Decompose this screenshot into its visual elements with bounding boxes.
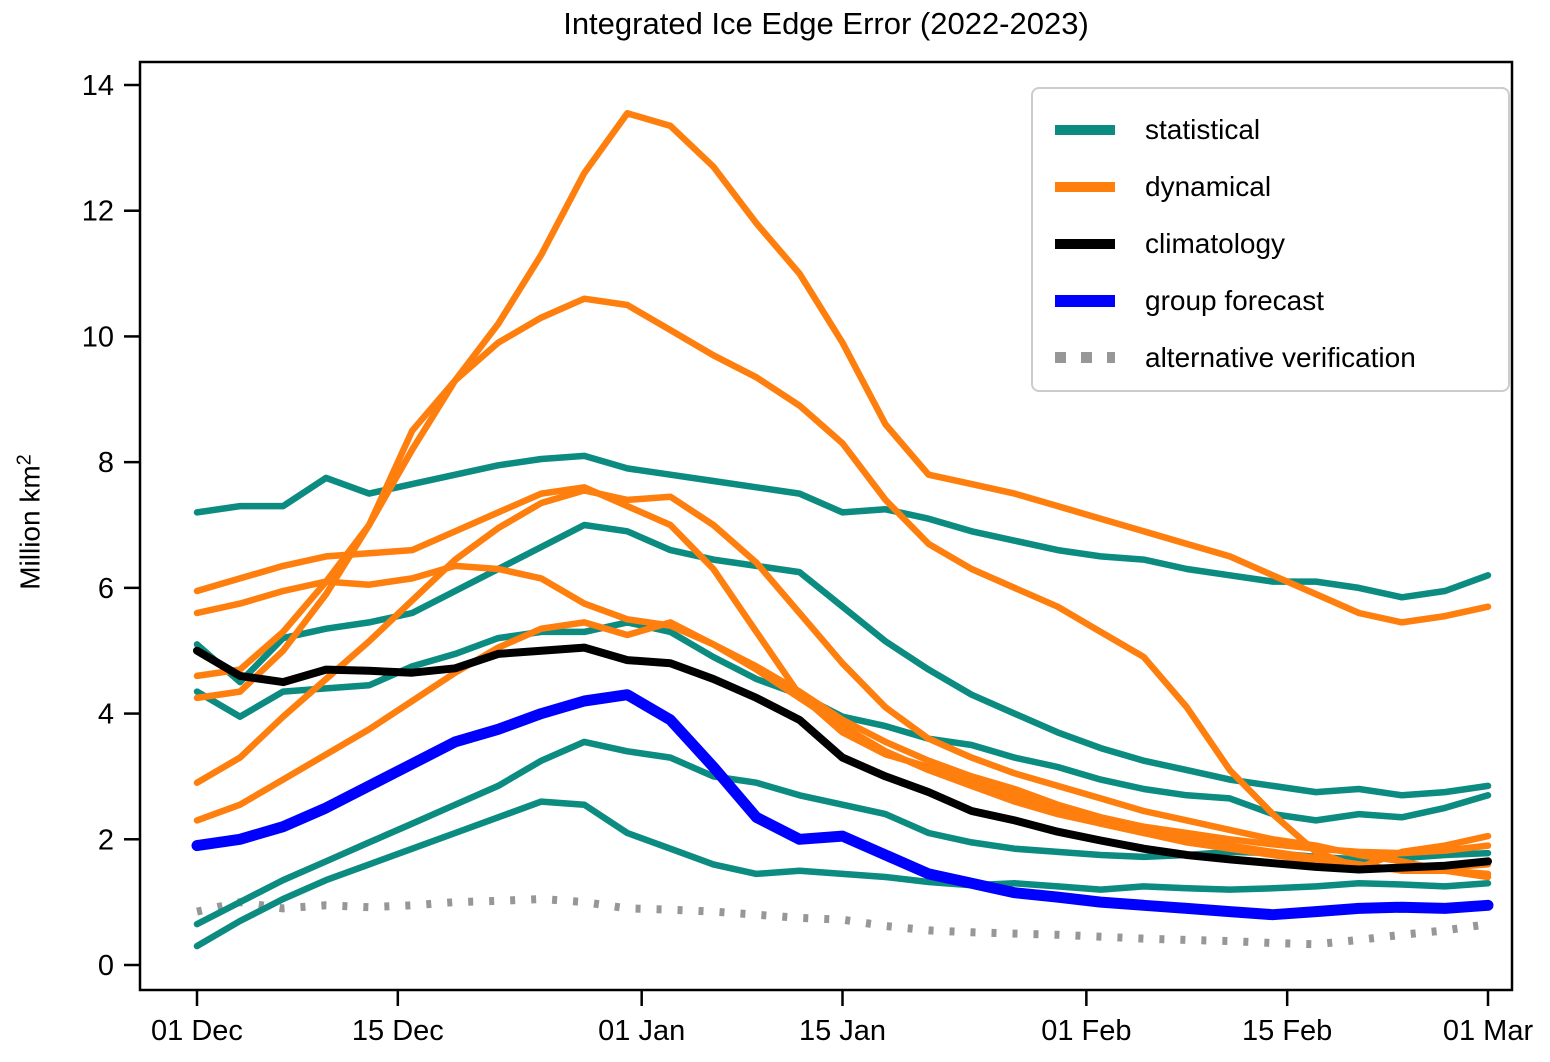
x-tick-label: 15 Feb — [1242, 1015, 1332, 1047]
legend-label: statistical — [1145, 113, 1261, 145]
series-dynamical-4 — [193, 562, 1492, 857]
series-dynamical-5 — [193, 487, 1492, 881]
y-axis-label-text: Million km — [14, 465, 46, 590]
y-tick-label: 4 — [98, 699, 114, 731]
series-statistical-1 — [193, 452, 1492, 601]
statistical-line-swatch-icon — [1055, 124, 1115, 135]
alternative-verification-dotted-swatch-icon — [1055, 352, 1115, 363]
x-tick-label: 15 Dec — [352, 1015, 444, 1047]
dynamical-line-swatch-icon — [1055, 181, 1115, 192]
series-group-forecast — [191, 689, 1494, 921]
y-tick-label: 2 — [98, 824, 114, 856]
series-dynamical-1 — [193, 110, 1492, 680]
y-tick-label: 0 — [98, 950, 114, 982]
legend-label: climatology — [1145, 227, 1286, 259]
x-tick-label: 01 Dec — [151, 1015, 243, 1047]
y-tick-label: 6 — [98, 573, 114, 605]
y-axis-label: Million km2 — [14, 454, 47, 590]
group-forecast-line-swatch-icon — [1055, 294, 1115, 307]
series-alternative-verification — [196, 895, 1489, 949]
series-dynamical-6 — [193, 619, 1492, 873]
legend-item-climatology: climatology — [1033, 215, 1508, 272]
series-climatology — [193, 643, 1492, 874]
legend-item-group-forecast: group forecast — [1033, 272, 1508, 329]
legend-label: group forecast — [1145, 284, 1324, 316]
x-tick-label: 01 Jan — [598, 1015, 685, 1047]
legend-label: dynamical — [1145, 170, 1272, 202]
x-tick-label: 01 Mar — [1443, 1015, 1534, 1047]
legend-label: alternative verification — [1145, 341, 1416, 373]
legend-item-dynamical: dynamical — [1033, 158, 1508, 215]
plot-border — [138, 60, 1514, 992]
x-tick-label: 15 Jan — [799, 1015, 886, 1047]
y-tick-label: 8 — [98, 447, 114, 479]
series-statistical-5 — [193, 798, 1492, 950]
legend: statistical dynamical climatology group … — [1031, 87, 1510, 392]
x-tick-label: 01 Feb — [1041, 1015, 1131, 1047]
chart-title: Integrated Ice Edge Error (2022-2023) — [563, 6, 1089, 41]
y-tick-label: 10 — [82, 321, 114, 353]
legend-item-alternative-verification: alternative verification — [1033, 329, 1508, 386]
y-tick-label: 12 — [82, 196, 114, 228]
y-axis-label-superscript: 2 — [13, 454, 36, 466]
climatology-line-swatch-icon — [1055, 238, 1115, 249]
y-tick-label: 14 — [82, 70, 114, 102]
series-statistical-2 — [193, 521, 1492, 799]
legend-item-statistical: statistical — [1033, 101, 1508, 158]
series-dynamical-2 — [193, 295, 1492, 871]
